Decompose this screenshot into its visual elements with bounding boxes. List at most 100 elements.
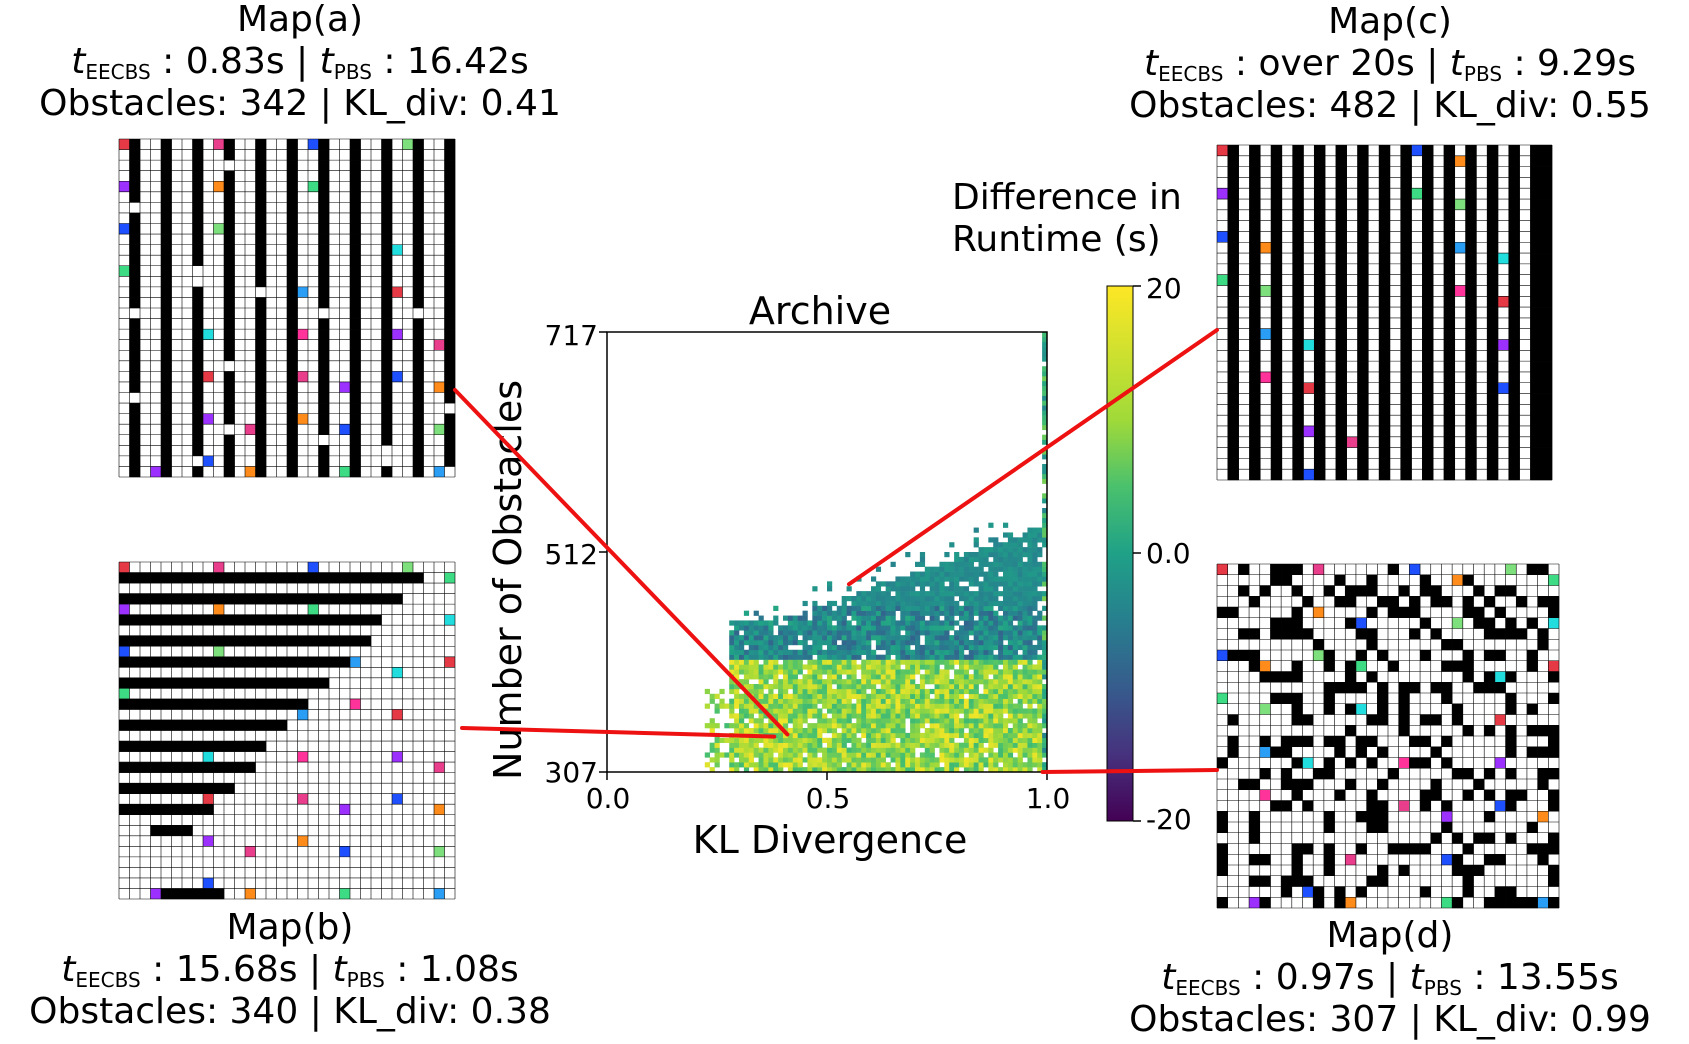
obstacle-cell xyxy=(1473,607,1485,618)
heatmap-cell xyxy=(773,708,779,714)
obstacle-cell xyxy=(1505,703,1517,715)
heatmap-cell xyxy=(900,698,906,704)
heatmap-cell xyxy=(709,693,715,699)
heatmap-cell xyxy=(924,713,930,719)
heatmap-cell xyxy=(1007,688,1014,695)
obstacle-cell xyxy=(1487,415,1499,427)
heatmap-cell xyxy=(1027,693,1033,699)
heatmap-cell xyxy=(817,698,823,704)
heatmap-cell xyxy=(978,718,984,724)
obstacle-cell xyxy=(1334,596,1346,608)
obstacle-cell xyxy=(1422,339,1434,351)
heatmap-cell xyxy=(1017,542,1023,548)
heatmap-cell xyxy=(871,757,877,763)
heatmap-cell xyxy=(900,679,906,685)
heatmap-cell xyxy=(807,688,813,695)
heatmap-cell xyxy=(1017,674,1023,680)
obstacle-cell xyxy=(318,255,330,266)
heatmap-cell xyxy=(915,581,921,587)
heatmap-cell xyxy=(973,713,979,719)
obstacle-cell xyxy=(1227,328,1239,340)
heatmap-cell xyxy=(861,718,867,724)
obstacle-cell xyxy=(1323,703,1335,715)
obstacle-cell xyxy=(444,381,456,393)
heatmap-cell xyxy=(812,644,818,651)
heatmap-cell xyxy=(915,708,921,714)
heatmap-cell xyxy=(1012,713,1018,719)
heatmap-cell xyxy=(929,620,935,626)
heatmap-cell xyxy=(944,649,950,655)
obstacle-cell xyxy=(1530,436,1542,448)
heatmap-cell xyxy=(724,723,730,729)
obstacle-cell xyxy=(1505,832,1517,844)
heatmap-cell xyxy=(905,605,911,611)
heatmap-cell xyxy=(983,591,989,597)
heatmap-cell xyxy=(1042,522,1048,528)
heatmap-cell xyxy=(802,600,808,607)
heatmap-cell xyxy=(1003,703,1009,709)
heatmap-cell xyxy=(807,757,813,763)
obstacle-cell xyxy=(203,572,214,584)
obstacle-cell xyxy=(1465,242,1477,254)
obstacle-cell xyxy=(1443,253,1455,265)
heatmap-cell xyxy=(880,640,886,646)
heatmap-cell xyxy=(812,605,818,611)
heatmap-cell xyxy=(827,659,833,665)
obstacle-cell xyxy=(1400,242,1412,254)
heatmap-cell xyxy=(924,576,930,582)
heatmap-cell xyxy=(934,713,940,719)
heatmap-cell xyxy=(841,684,847,690)
agent-cell xyxy=(1259,660,1271,672)
heatmap-cell xyxy=(792,630,798,636)
heatmap-cell xyxy=(846,635,852,641)
heatmap-cell xyxy=(934,605,940,611)
obstacle-cell xyxy=(161,371,172,383)
agent-cell xyxy=(1355,617,1367,629)
obstacle-cell xyxy=(1323,660,1335,672)
heatmap-cell xyxy=(998,547,1004,553)
heatmap-cell xyxy=(875,703,882,709)
heatmap-cell xyxy=(719,688,725,695)
heatmap-cell xyxy=(998,732,1004,739)
heatmap-cell xyxy=(954,762,960,768)
heatmap-cell xyxy=(787,664,794,670)
heatmap-cell xyxy=(905,708,911,714)
heatmap-cell xyxy=(1042,542,1048,548)
heatmap-cell xyxy=(841,610,847,616)
heatmap-cell xyxy=(949,757,955,763)
heatmap-cell xyxy=(1012,566,1018,572)
heatmap-cell xyxy=(846,708,852,714)
heatmap-cell xyxy=(973,669,979,675)
heatmap-cell xyxy=(1022,630,1028,636)
heatmap-cell xyxy=(1022,713,1028,719)
heatmap-cell xyxy=(963,556,970,563)
heatmap-cell xyxy=(963,762,970,768)
y-axis-label: Number of Obstacles xyxy=(486,379,530,781)
obstacle-cell xyxy=(381,339,393,351)
obstacle-cell xyxy=(255,234,267,245)
heatmap-cell xyxy=(1032,566,1038,572)
heatmap-cell xyxy=(1017,747,1023,753)
obstacle-cell xyxy=(1227,607,1239,618)
obstacle-cell xyxy=(287,139,298,150)
obstacle-cell xyxy=(1508,317,1520,329)
heatmap-cell xyxy=(704,723,710,729)
heatmap-cell xyxy=(924,737,930,743)
obstacle-cell xyxy=(119,614,130,626)
heatmap-cell xyxy=(783,679,789,685)
heatmap-cell xyxy=(729,635,735,641)
heatmap-cell xyxy=(1032,542,1038,548)
obstacle-cell xyxy=(1505,897,1517,909)
heatmap-cell xyxy=(1037,747,1043,753)
heatmap-cell xyxy=(778,752,784,758)
heatmap-cell xyxy=(880,596,886,602)
obstacle-cell xyxy=(192,572,204,584)
obstacle-cell xyxy=(161,297,172,309)
obstacle-cell xyxy=(161,455,172,467)
obstacle-cell xyxy=(1249,660,1260,672)
heatmap-cell xyxy=(861,649,867,655)
heatmap-cell xyxy=(812,708,818,714)
obstacle-cell xyxy=(1291,789,1303,801)
obstacle-cell xyxy=(1335,469,1347,481)
heatmap-cell xyxy=(1022,669,1028,675)
